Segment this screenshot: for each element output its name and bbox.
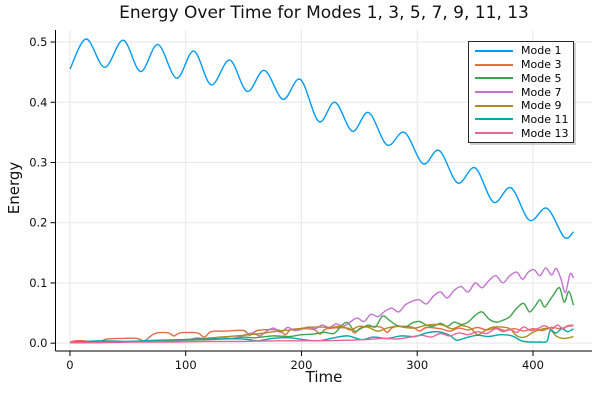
- legend-line-sample: [475, 77, 513, 80]
- y-tick-label: 0.0: [29, 336, 47, 350]
- legend-label: Mode 3: [521, 58, 562, 72]
- legend-label: Mode 11: [521, 112, 569, 126]
- legend-line-sample: [475, 49, 513, 52]
- chart-title: Energy Over Time for Modes 1, 3, 5, 7, 9…: [119, 3, 529, 23]
- legend-label: Mode 5: [521, 71, 562, 85]
- legend-label: Mode 7: [521, 85, 562, 99]
- legend-line-sample: [475, 132, 513, 135]
- x-axis-label: Time: [305, 368, 343, 386]
- x-tick-label: 400: [522, 358, 544, 372]
- legend-line-sample: [475, 104, 513, 107]
- legend-entry-mode-9: Mode 9: [475, 99, 569, 113]
- x-tick-label: 300: [406, 358, 428, 372]
- series-line-mode-3: [69, 325, 574, 343]
- x-tick-label: 200: [290, 358, 312, 372]
- legend-entry-mode-5: Mode 5: [475, 71, 569, 85]
- x-tick-label: 0: [66, 358, 73, 372]
- x-tick-label: 100: [175, 358, 197, 372]
- series-line-mode-1: [69, 38, 574, 239]
- legend-box: Mode 1 Mode 3 Mode 5 Mode 7 Mode 9 Mode 11 Mod…: [468, 41, 574, 143]
- y-tick-label: 0.1: [29, 276, 47, 290]
- legend-entry-mode-11: Mode 11: [475, 113, 569, 127]
- y-tick-label: 0.5: [29, 35, 47, 49]
- series-line-mode-7: [69, 267, 575, 344]
- legend-label: Mode 1: [521, 44, 562, 58]
- legend-line-sample: [475, 63, 513, 66]
- legend-entry-mode-7: Mode 7: [475, 85, 569, 99]
- legend-label: Mode 13: [521, 126, 569, 140]
- y-tick-label: 0.2: [29, 216, 47, 230]
- series-line-mode-13: [69, 324, 574, 344]
- legend-line-sample: [475, 118, 513, 121]
- series-line-mode-9: [69, 323, 574, 344]
- series-line-mode-5: [69, 286, 575, 344]
- legend-line-sample: [475, 91, 513, 93]
- legend-entry-mode-13: Mode 13: [475, 126, 569, 140]
- y-tick-label: 0.4: [29, 95, 47, 109]
- legend-entry-mode-1: Mode 1: [475, 44, 569, 58]
- legend-entry-mode-3: Mode 3: [475, 58, 569, 72]
- y-tick-label: 0.3: [29, 155, 47, 169]
- legend-label: Mode 9: [521, 99, 562, 113]
